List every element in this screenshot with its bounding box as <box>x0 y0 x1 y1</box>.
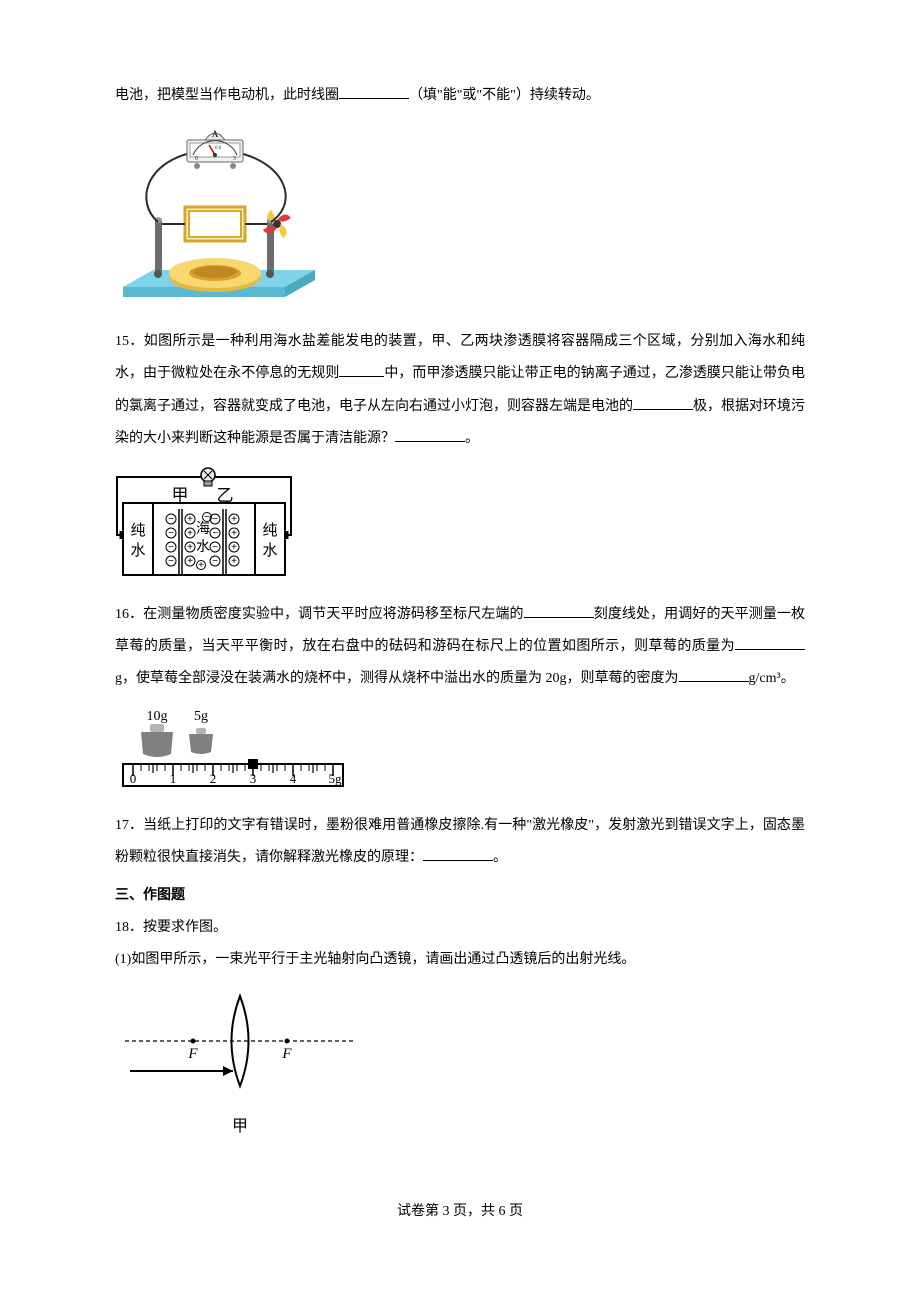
figure-lens: F F 甲 <box>115 986 805 1146</box>
svg-text:+: + <box>231 528 237 539</box>
q15-blank3 <box>395 425 465 442</box>
q18-num: 18 <box>115 920 129 935</box>
figure4-caption: 甲 <box>232 1118 248 1135</box>
q14-hint: （填"能"或"不能"）持续转动。 <box>409 88 600 103</box>
svg-text:−: − <box>212 514 218 525</box>
q14-tail: 电池，把模型当作电动机，此时线圈 （填"能"或"不能"）持续转动。 <box>115 80 805 112</box>
svg-text:−: − <box>212 556 218 567</box>
weight2-label: 5g <box>194 709 208 724</box>
svg-text:纯: 纯 <box>262 522 277 539</box>
svg-text:−: − <box>204 512 210 523</box>
svg-text:−: − <box>168 542 174 553</box>
q14-text-before: 电池，把模型当作电动机，此时线圈 <box>115 88 339 103</box>
svg-text:0.6: 0.6 <box>215 146 222 151</box>
q16: 16．在测量物质密度实验中，调节天平时应将游码移至标尺左端的刻度线处，用调好的天… <box>115 599 805 696</box>
svg-text:0: 0 <box>130 771 137 786</box>
svg-text:3: 3 <box>233 156 236 162</box>
meter-label: A <box>212 129 219 139</box>
q17-t2: 。 <box>493 850 507 865</box>
svg-text:3: 3 <box>250 771 257 786</box>
q18-sub1: (1)如图甲所示，一束光平行于主光轴射向凸透镜，请画出通过凸透镜后的出射光线。 <box>115 944 805 976</box>
q18: 18．按要求作图。 <box>115 912 805 944</box>
svg-text:水: 水 <box>130 542 145 559</box>
label-jia: 甲 <box>172 486 189 505</box>
svg-text:+: + <box>198 560 204 571</box>
q16-t3: g，使草莓全部浸没在装满水的烧杯中，测得从烧杯中溢出水的质量为 20g，则草莓的… <box>115 671 679 686</box>
q14-blank <box>339 82 409 99</box>
q17: 17．当纸上打印的文字有错误时，墨粉很难用普通橡皮擦除.有一种"激光橡皮"，发射… <box>115 810 805 874</box>
svg-text:−: − <box>168 556 174 567</box>
figure-balance: 10g 5g <box>115 706 805 796</box>
svg-text:4: 4 <box>290 771 297 786</box>
svg-text:−: − <box>168 528 174 539</box>
svg-text:+: + <box>231 556 237 567</box>
q17-blank <box>423 844 493 861</box>
q16-blank2 <box>735 633 805 650</box>
svg-text:0: 0 <box>195 156 198 162</box>
q17-num: 17 <box>115 818 129 833</box>
figure-motor: A 0 0.6 3 <box>115 122 805 312</box>
svg-text:2: 2 <box>210 771 217 786</box>
weight1-label: 10g <box>147 709 168 724</box>
q15: 15．如图所示是一种利用海水盐差能发电的装置，甲、乙两块渗透膜将容器隔成三个区域… <box>115 326 805 455</box>
svg-text:−: − <box>212 542 218 553</box>
q16-blank1 <box>524 601 594 618</box>
svg-text:5g: 5g <box>329 771 343 786</box>
svg-text:+: + <box>231 542 237 553</box>
svg-text:+: + <box>187 542 193 553</box>
svg-text:水: 水 <box>196 539 210 555</box>
svg-text:−: − <box>168 514 174 525</box>
svg-text:+: + <box>231 514 237 525</box>
q15-blank2 <box>633 393 693 410</box>
label-yi: 乙 <box>217 486 234 505</box>
svg-text:1: 1 <box>170 771 177 786</box>
page-footer: 试卷第 3 页，共 6 页 <box>115 1196 805 1228</box>
svg-text:+: + <box>187 528 193 539</box>
figure-salt-battery: 甲 乙 纯 水 纯 水 海 水 − − − − + + + + − − − − … <box>115 465 805 585</box>
q15-num: 15 <box>115 334 129 349</box>
q15-t4: 。 <box>465 431 479 446</box>
q18-text: ．按要求作图。 <box>129 920 227 935</box>
svg-text:+: + <box>187 514 193 525</box>
F-right: F <box>281 1046 292 1062</box>
q16-t1: ．在测量物质密度实验中，调节天平时应将游码移至标尺左端的 <box>129 607 524 622</box>
svg-text:+: + <box>187 556 193 567</box>
q15-blank1 <box>339 361 384 378</box>
q16-num: 16 <box>115 607 129 622</box>
svg-text:水: 水 <box>262 542 277 559</box>
q16-t4: g/cm³。 <box>749 671 795 686</box>
F-left: F <box>187 1046 198 1062</box>
svg-text:纯: 纯 <box>130 522 145 539</box>
q16-blank3 <box>679 666 749 683</box>
section3-title: 三、作图题 <box>115 880 805 912</box>
svg-text:−: − <box>212 528 218 539</box>
svg-text:海: 海 <box>196 521 210 537</box>
